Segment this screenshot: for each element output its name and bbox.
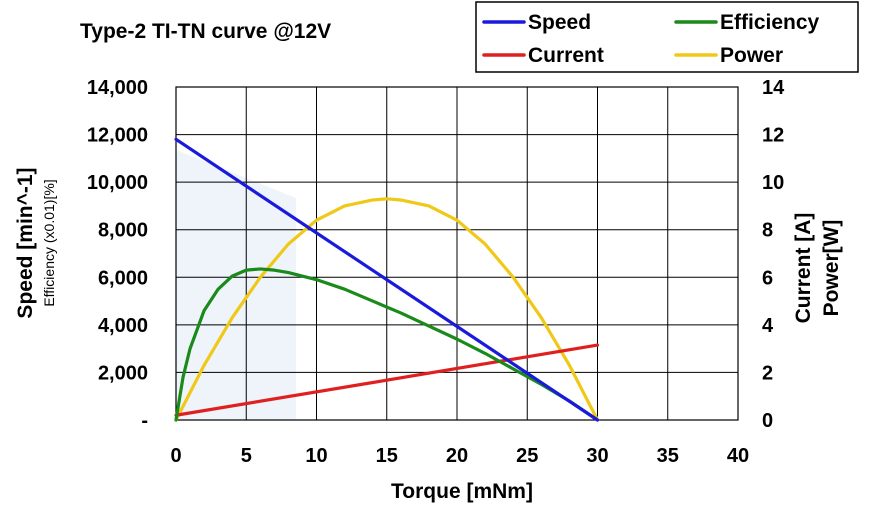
series-group xyxy=(174,137,600,422)
y-right-tick-label: 10 xyxy=(762,172,784,194)
legend-label-current: Current xyxy=(528,44,604,67)
y-right-tick-label: 8 xyxy=(762,220,773,242)
y-left-tick-label: - xyxy=(141,410,148,432)
x-tick-label: 35 xyxy=(657,445,679,467)
y-right-tick-label: 4 xyxy=(762,315,774,337)
legend-box xyxy=(475,1,859,73)
x-tick-label: 40 xyxy=(727,445,749,467)
x-tick-label: 0 xyxy=(170,445,181,467)
series-line-efficiency xyxy=(174,267,600,422)
series-line-power xyxy=(174,197,600,422)
legend-label-speed: Speed xyxy=(528,11,591,34)
x-tick-label: 30 xyxy=(586,445,608,467)
y-left-tick-label: 10,000 xyxy=(87,172,148,194)
y-left-tick-label: 6,000 xyxy=(98,267,148,289)
series-line-speed xyxy=(174,137,600,422)
plot-frame xyxy=(175,86,739,421)
legend-label-efficiency: Efficiency xyxy=(720,11,820,34)
y-right-tick-label: 12 xyxy=(762,125,784,147)
y-axis-label-left: Speed [min^-1] xyxy=(14,167,37,318)
y-right-tick-label: 6 xyxy=(762,267,773,289)
y-left-tick-label: 4,000 xyxy=(98,315,148,337)
x-tick-label: 5 xyxy=(241,445,252,467)
x-axis-label: Torque [mNm] xyxy=(391,480,533,503)
chart-title: Type-2 TI-TN curve @12V xyxy=(80,20,331,43)
y-right-tick-label: 14 xyxy=(762,77,785,99)
shaded-region xyxy=(176,150,296,420)
series-line-current xyxy=(174,343,600,417)
x-tick-label: 15 xyxy=(376,445,398,467)
legend: Speed Efficiency Current Power xyxy=(475,1,859,73)
tick-labels: 0 5 10 15 20 25 30 35 40-2,0004,0006,0008,00010,… xyxy=(87,77,785,467)
legend-label-power: Power xyxy=(720,44,783,67)
y-left-tick-label: 14,000 xyxy=(87,77,148,99)
y-right-tick-label: 2 xyxy=(762,362,773,384)
y-left-tick-label: 12,000 xyxy=(87,125,148,147)
x-tick-label: 25 xyxy=(516,445,538,467)
y-left-tick-label: 8,000 xyxy=(98,220,148,242)
y-axis-sublabel-left: Efficiency (x0.01)[%] xyxy=(41,179,57,306)
y-left-tick-label: 2,000 xyxy=(98,362,148,384)
y-right-tick-label: 0 xyxy=(762,410,773,432)
y-axis-label-right-current: Current [A] xyxy=(792,213,815,324)
x-tick-label: 10 xyxy=(305,445,327,467)
legend-items: Speed Efficiency Current Power xyxy=(482,11,820,67)
x-tick-label: 20 xyxy=(446,445,468,467)
y-axis-label-right-power: Power[W] xyxy=(820,220,843,317)
